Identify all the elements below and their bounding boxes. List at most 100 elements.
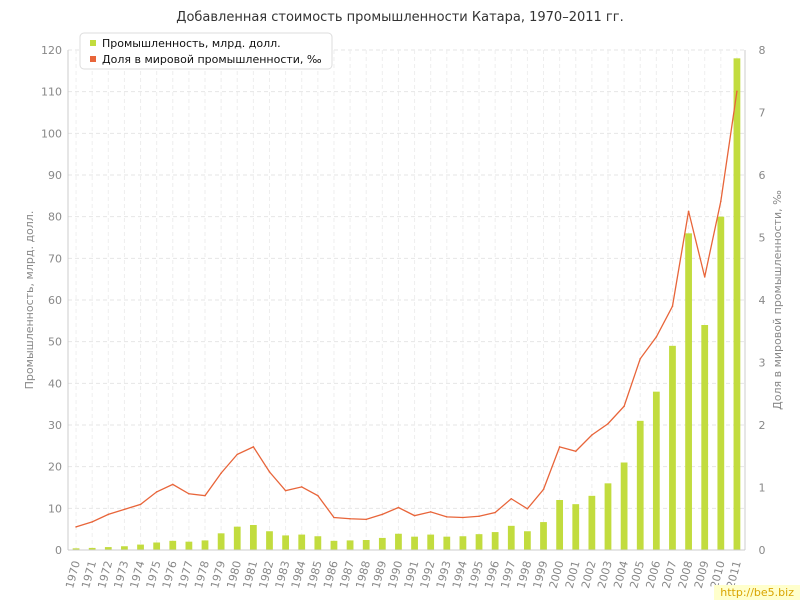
bar-2007: [669, 345, 676, 550]
bar-1998: [524, 531, 531, 550]
right-tick-label: 8: [759, 44, 766, 57]
right-tick-label: 2: [759, 419, 766, 432]
line-point-1972: [107, 513, 110, 516]
chart-title: Добавленная стоимость промышленности Кат…: [176, 10, 624, 25]
line-point-1993: [445, 516, 448, 518]
line-point-1984: [300, 486, 303, 488]
bar-2000: [556, 500, 564, 550]
bar-2003: [604, 483, 612, 550]
bar-1980: [233, 526, 241, 550]
line-point-2004: [623, 405, 625, 408]
bar-1970: [72, 548, 80, 550]
left-tick-label: 110: [41, 86, 62, 99]
bar-1995: [475, 534, 483, 550]
line-point-1985: [317, 494, 319, 497]
line-point-1979: [220, 472, 222, 474]
line-point-2009: [703, 276, 706, 278]
line-point-1987: [349, 517, 351, 520]
line-point-2005: [639, 357, 642, 360]
bar-1981: [249, 525, 257, 550]
bar-1982: [266, 531, 273, 550]
left-tick-label: 70: [48, 252, 62, 265]
bar-1999: [540, 522, 547, 550]
bar-1985: [314, 536, 322, 550]
right-tick-label: 5: [759, 232, 766, 245]
line-point-2006: [655, 336, 658, 338]
line-point-1982: [268, 471, 271, 473]
left-tick-label: 40: [48, 377, 62, 390]
bar-1989: [378, 537, 386, 550]
line-point-1989: [381, 513, 384, 516]
legend-box: [79, 32, 333, 70]
line-point-2010: [720, 200, 722, 203]
line-point-1977: [188, 492, 190, 495]
bar-1987: [346, 540, 354, 550]
bar-1972: [104, 547, 112, 550]
axes: 0102030405060708090100110120012345678197…: [23, 44, 784, 590]
right-tick-label: 1: [759, 482, 766, 495]
line-point-1996: [494, 511, 496, 514]
line-point-2007: [671, 305, 674, 308]
line-point-1991: [413, 514, 416, 517]
bar-2010: [717, 216, 725, 550]
legend: Промышленность, млрд. долл. Доля в мирово…: [79, 32, 333, 70]
left-tick-label: 120: [41, 44, 62, 57]
bar-1991: [411, 536, 418, 550]
line-point-1980: [236, 453, 239, 456]
bar-2001: [572, 504, 580, 550]
line-point-1994: [462, 516, 464, 519]
line-point-1974: [139, 503, 142, 506]
line-point-1992: [429, 511, 432, 513]
line-point-1971: [91, 521, 93, 523]
line-point-1997: [510, 497, 513, 500]
bar-1992: [427, 534, 435, 550]
line-point-1978: [204, 494, 206, 497]
line-point-1970: [75, 526, 77, 528]
bar-1988: [362, 540, 370, 550]
legend-swatch: [90, 56, 96, 62]
line-point-1973: [123, 508, 126, 511]
bar-2002: [588, 495, 596, 550]
right-tick-label: 6: [759, 169, 766, 182]
watermark-link[interactable]: http://be5.biz: [714, 585, 800, 600]
share-line: [75, 91, 738, 528]
bar-1978: [201, 540, 209, 550]
bar-1993: [443, 536, 451, 550]
right-tick-label: 0: [759, 544, 766, 557]
line-point-1995: [478, 515, 480, 518]
right-tick-label: 7: [759, 107, 766, 120]
legend-label: Промышленность, млрд. долл.: [102, 37, 281, 50]
right-axis-title: Доля в мировой промышленности, ‰: [771, 190, 784, 410]
right-tick-label: 3: [759, 357, 766, 370]
line-point-1983: [284, 489, 287, 492]
left-tick-label: 90: [48, 169, 62, 182]
bar-1979: [217, 533, 225, 550]
line-point-1975: [155, 491, 158, 493]
bar-1976: [169, 540, 177, 550]
bar-2008: [685, 233, 692, 551]
bar-1986: [330, 540, 338, 550]
bar-2011: [733, 58, 741, 550]
left-tick-label: 50: [48, 336, 62, 349]
line-point-1990: [397, 506, 400, 509]
line-point-2002: [591, 434, 593, 436]
line-point-2008: [687, 210, 690, 213]
left-tick-label: 80: [48, 211, 62, 224]
line-series: [75, 90, 738, 528]
left-tick-label: 0: [55, 544, 62, 557]
bar-1975: [153, 542, 161, 550]
bar-1984: [298, 534, 306, 550]
bar-1990: [395, 533, 402, 550]
bar-series: [72, 58, 741, 551]
bar-1973: [121, 546, 128, 550]
line-point-1981: [252, 446, 255, 448]
left-axis-title: Промышленность, млрд. долл.: [23, 211, 36, 390]
legend-label: Доля в мировой промышленности, ‰: [102, 53, 322, 66]
bar-1974: [137, 544, 144, 550]
bar-2004: [620, 462, 628, 550]
bar-1971: [88, 547, 96, 550]
line-point-1988: [365, 518, 368, 521]
bar-1997: [507, 525, 515, 550]
